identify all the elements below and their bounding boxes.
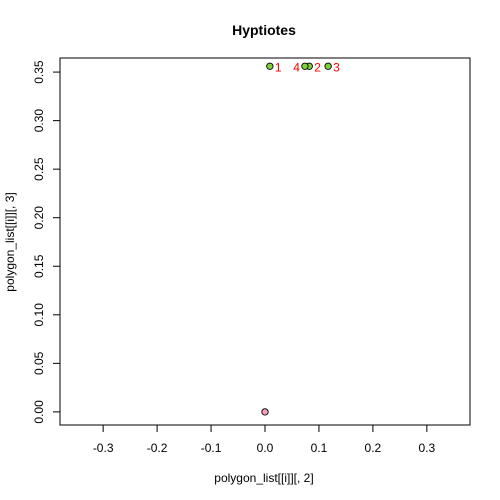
y-tick-label: 0.05 — [32, 351, 46, 375]
point-label: 2 — [314, 60, 321, 74]
y-tick-label: 0.25 — [32, 157, 46, 181]
data-point — [261, 408, 269, 416]
y-tick-label: 0.35 — [32, 60, 46, 84]
x-tick-label: 0.0 — [257, 441, 274, 455]
point-label: 3 — [333, 60, 340, 74]
data-point — [301, 62, 309, 70]
y-tick-label: 0.30 — [32, 109, 46, 133]
y-tick-label: 0.00 — [32, 400, 46, 424]
x-tick-label: 0.2 — [365, 441, 382, 455]
x-tick-label: -0.2 — [147, 441, 168, 455]
y-tick-label: 0.15 — [32, 254, 46, 278]
x-tick-label: 0.1 — [311, 441, 328, 455]
x-axis: -0.3 -0.2 -0.1 0.0 0.1 0.2 0.3 — [93, 424, 436, 455]
point-labels: 1 2 3 4 — [275, 60, 340, 74]
point-label: 1 — [275, 60, 282, 74]
x-axis-label: polygon_list[[i]][, 2] — [214, 471, 313, 485]
data-point — [324, 62, 332, 70]
chart-title: Hyptiotes — [232, 22, 296, 38]
plot-frame — [59, 57, 471, 426]
point-label: 4 — [293, 60, 300, 74]
x-tick-label: -0.3 — [93, 441, 114, 455]
y-tick-label: 0.10 — [32, 303, 46, 327]
x-tick-label: 0.3 — [418, 441, 435, 455]
y-axis-label: polygon_list[[i]][, 3] — [3, 192, 17, 291]
x-tick-label: -0.1 — [201, 441, 222, 455]
data-point — [266, 62, 274, 70]
y-tick-label: 0.20 — [32, 206, 46, 230]
y-axis: 0.00 0.05 0.10 0.15 0.20 0.25 0.30 0.35 — [32, 60, 61, 424]
data-points — [261, 62, 332, 416]
